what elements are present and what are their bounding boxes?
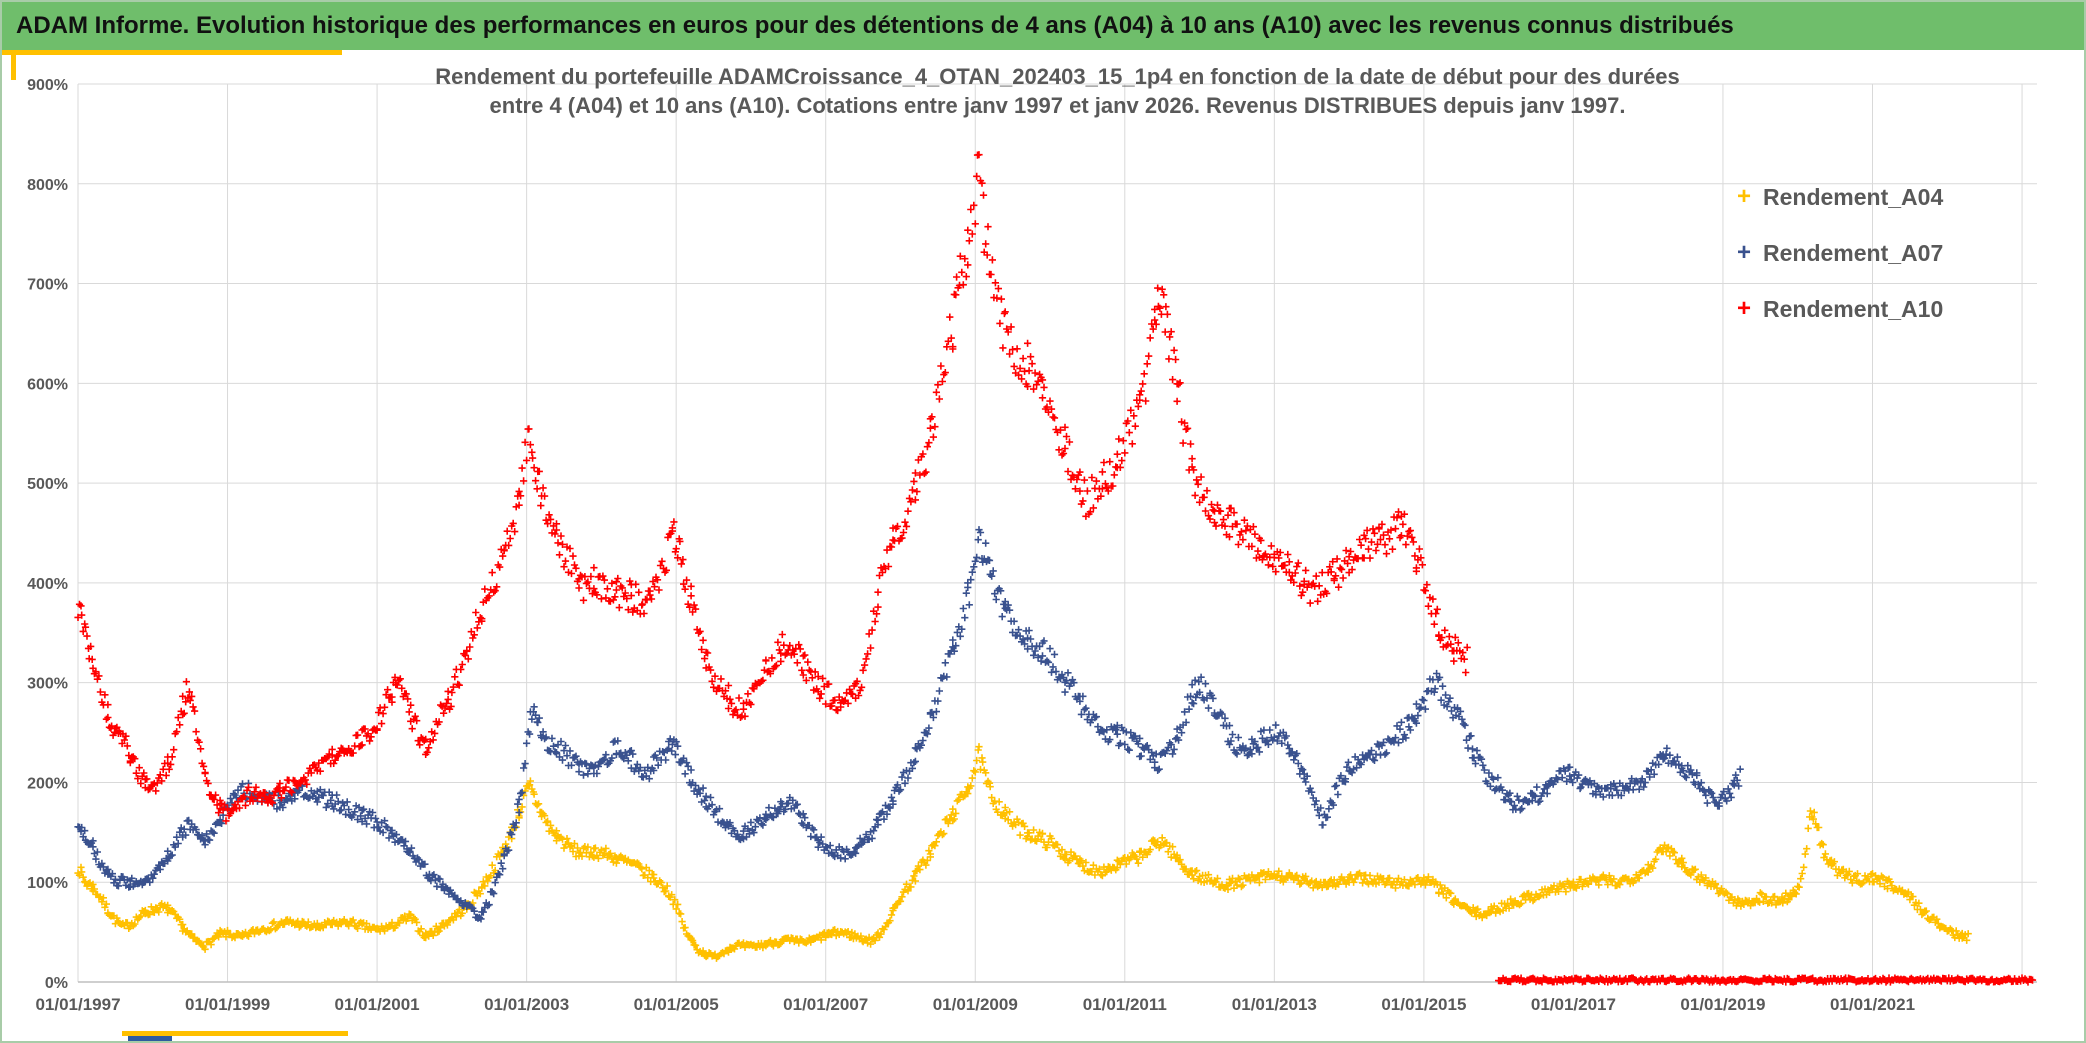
y-axis-tick-label: 100%	[27, 875, 68, 892]
series-Rendement_A07	[74, 526, 1744, 923]
y-axis-tick-label: 0%	[45, 975, 68, 992]
x-axis-tick-label: 01/01/1997	[35, 995, 120, 1014]
x-axis-tick-label: 01/01/2005	[634, 995, 719, 1014]
y-axis-tick-label: 400%	[27, 576, 68, 593]
yellow-accent-bottom	[122, 1031, 348, 1036]
series-Rendement_A10	[74, 151, 2037, 986]
x-axis-tick-label: 01/01/2001	[335, 995, 420, 1014]
x-axis-tick-label: 01/01/2017	[1531, 995, 1616, 1014]
y-axis-tick-label: 800%	[27, 177, 68, 194]
plus-marker-icon: +	[1737, 183, 1752, 210]
x-axis-tick-label: 01/01/2013	[1232, 995, 1317, 1014]
x-axis-tick-label: 01/01/2015	[1381, 995, 1466, 1014]
legend-item-a10[interactable]: + Rendement_A10	[1737, 292, 1943, 326]
chart-title-line2: entre 4 (A04) et 10 ans (A10). Cotations…	[489, 93, 1626, 119]
legend-item-a04[interactable]: + Rendement_A04	[1737, 180, 1943, 214]
chart-legend: + Rendement_A04 + Rendement_A07 + Rendem…	[1737, 180, 1943, 348]
x-axis-tick-label: 01/01/2007	[783, 995, 868, 1014]
blue-accent-bottom	[128, 1036, 172, 1041]
chart-title: Rendement du portefeuille ADAMCroissance…	[78, 62, 2037, 120]
chart-title-line1: Rendement du portefeuille ADAMCroissance…	[435, 64, 1680, 89]
legend-label-a10: Rendement_A10	[1763, 295, 1944, 322]
y-axis-tick-label: 900%	[27, 77, 68, 94]
y-axis-tick-label: 700%	[27, 277, 68, 294]
x-axis-tick-label: 01/01/2021	[1830, 995, 1915, 1014]
x-axis-tick-label: 01/01/2003	[484, 995, 569, 1014]
yellow-accent-top	[2, 50, 342, 55]
y-axis-tick-label: 500%	[27, 476, 68, 493]
yellow-accent-left	[11, 50, 16, 80]
legend-label-a07: Rendement_A07	[1763, 239, 1944, 266]
x-axis-tick-label: 01/01/2009	[933, 995, 1018, 1014]
legend-item-a07[interactable]: + Rendement_A07	[1737, 236, 1943, 270]
series-Rendement_A04	[74, 743, 1972, 962]
plus-marker-icon: +	[1737, 239, 1752, 266]
legend-label-a04: Rendement_A04	[1763, 183, 1944, 210]
x-axis-tick-label: 01/01/1999	[185, 995, 270, 1014]
header-title: ADAM Informe. Evolution historique des p…	[16, 12, 1734, 39]
y-axis-tick-label: 300%	[27, 676, 68, 693]
y-axis-tick-label: 600%	[27, 376, 68, 393]
plus-marker-icon: +	[1737, 295, 1752, 322]
x-axis-tick-label: 01/01/2011	[1083, 995, 1167, 1014]
header-banner: ADAM Informe. Evolution historique des p…	[2, 2, 2084, 50]
y-axis-tick-label: 200%	[27, 775, 68, 792]
x-axis-tick-label: 01/01/2019	[1680, 995, 1765, 1014]
